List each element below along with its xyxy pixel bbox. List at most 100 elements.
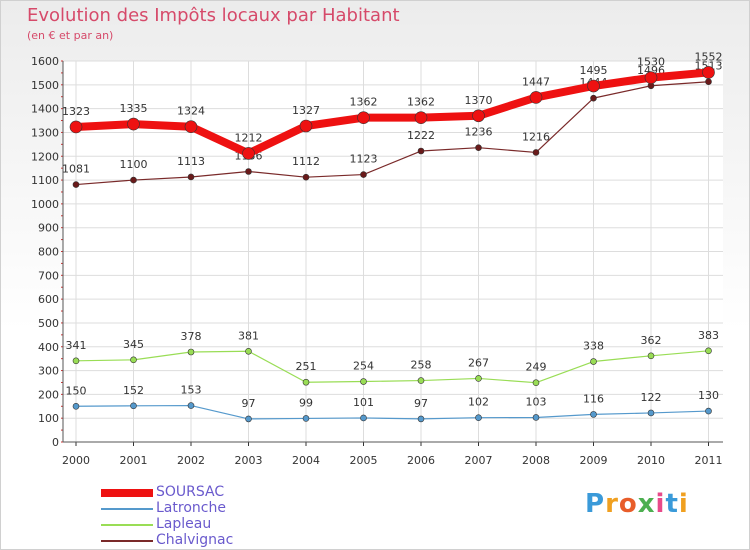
x-tick-label: 2005 — [350, 454, 378, 467]
data-label-soursac: 1212 — [235, 131, 263, 144]
legend-item-chalvignac: Chalvignac — [101, 532, 301, 549]
data-point-chalvignac — [187, 173, 195, 181]
data-label-latronche: 97 — [242, 397, 256, 410]
legend-label-latronche: Latronche — [156, 500, 226, 516]
chart-subtitle: (en € et par an) — [27, 29, 114, 42]
data-point-lapleau — [245, 347, 252, 355]
data-label-soursac: 1323 — [62, 105, 90, 118]
data-label-lapleau: 338 — [583, 340, 604, 353]
data-point-chalvignac — [417, 147, 425, 155]
data-label-soursac: 1362 — [407, 96, 435, 109]
data-label-latronche: 97 — [414, 397, 428, 410]
data-point-chalvignac — [245, 168, 252, 175]
logo-letter: i — [655, 489, 666, 519]
data-point-lapleau — [475, 375, 482, 382]
legend-label-lapleau: Lapleau — [156, 516, 212, 532]
legend: SOURSAC Latronche Lapleau Chalvignac — [101, 484, 301, 549]
data-label-soursac: 1530 — [637, 56, 665, 69]
data-point-lapleau — [187, 348, 195, 356]
y-tick-label: 200 — [38, 388, 59, 401]
data-label-latronche: 101 — [353, 396, 374, 409]
data-label-lapleau: 258 — [411, 359, 432, 372]
x-tick-label: 2011 — [695, 454, 723, 467]
series-line-chalvignac — [75, 81, 710, 186]
data-point-chalvignac — [705, 78, 712, 86]
data-point-latronche — [475, 414, 482, 422]
data-label-latronche: 99 — [299, 396, 313, 409]
legend-label-soursac: SOURSAC — [156, 484, 225, 500]
legend-label-chalvignac: Chalvignac — [156, 532, 234, 548]
x-tick-label: 2004 — [292, 454, 320, 467]
x-tick-label: 2003 — [235, 454, 263, 467]
data-point-chalvignac — [130, 176, 137, 184]
legend-swatch-lapleau — [101, 524, 153, 526]
y-tick-label: 700 — [38, 269, 59, 282]
data-label-lapleau: 251 — [296, 360, 317, 373]
data-label-lapleau: 362 — [641, 334, 662, 347]
data-point-lapleau — [360, 378, 367, 385]
data-point-chalvignac — [302, 173, 310, 181]
data-point-chalvignac — [72, 181, 80, 188]
data-label-soursac: 1370 — [465, 94, 493, 107]
data-point-latronche — [72, 402, 80, 410]
x-tick-label: 2006 — [407, 454, 435, 467]
data-label-chalvignac: 1236 — [465, 126, 493, 139]
data-label-chalvignac: 1222 — [407, 129, 435, 142]
data-label-lapleau: 381 — [238, 329, 259, 342]
data-point-latronche — [187, 402, 195, 409]
x-tick-label: 2009 — [580, 454, 608, 467]
data-point-soursac — [644, 71, 658, 84]
data-label-soursac: 1327 — [292, 104, 320, 117]
logo-letter: o — [618, 489, 638, 519]
data-point-soursac — [69, 120, 83, 134]
x-tick-label: 2001 — [120, 454, 148, 467]
legend-swatch-soursac — [101, 489, 153, 497]
data-label-lapleau: 341 — [66, 339, 87, 352]
data-point-soursac — [299, 119, 313, 133]
data-label-latronche: 153 — [181, 384, 202, 397]
data-point-chalvignac — [475, 144, 482, 151]
data-point-latronche — [360, 414, 367, 422]
data-point-soursac — [242, 147, 255, 160]
data-label-soursac: 1552 — [695, 50, 723, 63]
x-tick-label: 2010 — [637, 454, 665, 467]
y-tick-label: 1000 — [31, 198, 59, 211]
data-point-soursac — [184, 120, 198, 134]
data-label-latronche: 103 — [526, 395, 547, 408]
x-tick-label: 2002 — [177, 454, 205, 467]
data-point-lapleau — [705, 347, 712, 355]
y-tick-label: 900 — [38, 222, 59, 235]
data-label-latronche: 102 — [468, 396, 489, 409]
legend-swatch-latronche — [101, 508, 153, 510]
y-tick-label: 400 — [38, 341, 59, 354]
y-tick-label: 1100 — [31, 174, 59, 187]
legend-swatch-chalvignac — [101, 540, 153, 542]
y-tick-label: 1300 — [31, 126, 59, 139]
data-point-lapleau — [72, 357, 80, 365]
data-label-chalvignac: 1123 — [350, 153, 378, 166]
logo-letter: t — [665, 489, 679, 519]
data-point-latronche — [647, 409, 655, 417]
data-point-soursac — [587, 79, 600, 93]
data-point-soursac — [357, 111, 370, 124]
logo-letter: r — [605, 489, 619, 519]
data-label-lapleau: 345 — [123, 338, 144, 351]
data-label-latronche: 116 — [583, 392, 604, 405]
data-point-latronche — [705, 407, 712, 415]
data-point-latronche — [130, 402, 137, 410]
data-label-lapleau: 254 — [353, 360, 374, 373]
logo-letter: P — [585, 489, 606, 519]
data-label-lapleau: 267 — [468, 356, 489, 369]
data-point-chalvignac — [590, 94, 597, 102]
data-label-soursac: 1324 — [177, 105, 205, 118]
data-label-soursac: 1495 — [580, 64, 608, 77]
data-point-chalvignac — [360, 171, 367, 178]
y-tick-label: 1400 — [31, 103, 59, 116]
data-point-latronche — [590, 411, 597, 418]
logo-letter: x — [637, 489, 656, 519]
y-tick-label: 1600 — [31, 55, 59, 68]
data-point-soursac — [472, 109, 485, 123]
data-label-soursac: 1447 — [522, 75, 550, 88]
data-label-lapleau: 378 — [181, 330, 202, 343]
data-label-lapleau: 383 — [698, 329, 719, 342]
